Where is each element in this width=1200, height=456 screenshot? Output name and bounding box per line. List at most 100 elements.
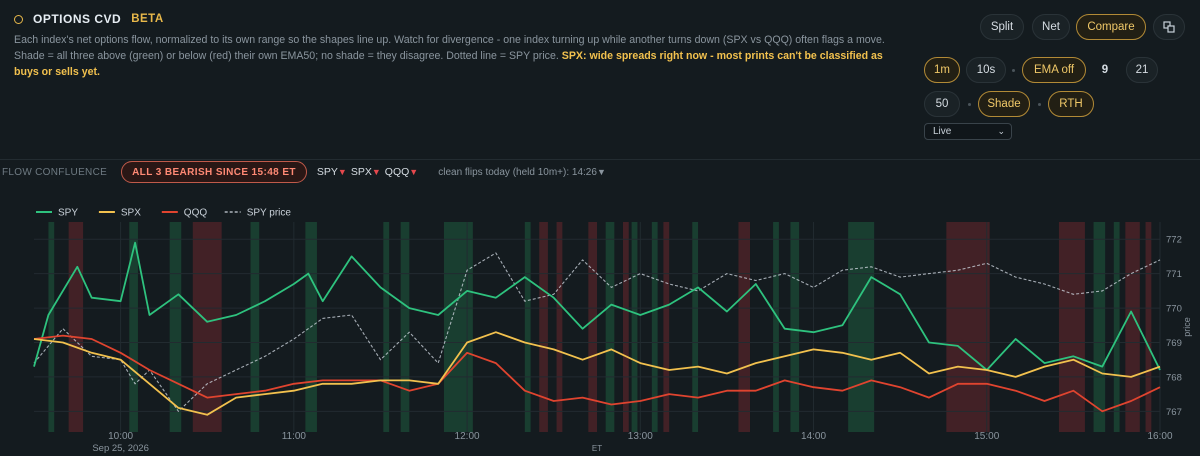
series-lines (33, 241, 1161, 416)
x-tick-label: 14:00 (801, 431, 826, 442)
shade-band-bull (524, 222, 531, 432)
clean-flips-text: clean flips today (held 10m+): 14:26 (438, 166, 597, 178)
clean-flips-dropdown[interactable]: clean flips today (held 10m+): 14:26▼ (438, 167, 606, 178)
shade-band-bull (48, 222, 55, 432)
series-line-spx (33, 331, 1161, 416)
interval-1m-button[interactable]: 1m (924, 57, 960, 83)
legend-label: SPY (58, 208, 78, 219)
panel-description: Each index's net options flow, normalize… (14, 32, 904, 80)
shade-band-bear (556, 222, 563, 432)
popout-icon (1163, 21, 1175, 33)
chart-legend: SPY SPX QQQ SPY price (36, 208, 291, 219)
shade-band-bull (1093, 222, 1106, 432)
shade-band-bear (1058, 222, 1085, 432)
legend-label: SPY price (247, 208, 292, 219)
shade-band-bear (539, 222, 548, 432)
ema-50-button[interactable]: 50 (924, 91, 960, 117)
ema-21-button[interactable]: 21 (1126, 57, 1158, 83)
down-arrow-icon: ▼ (409, 167, 419, 177)
shade-button[interactable]: Shade (978, 91, 1030, 117)
index-name: SPX (350, 166, 372, 178)
y-tick-label: 769 (1166, 338, 1182, 349)
y-tick-label: 772 (1166, 235, 1182, 246)
section-divider (0, 159, 1200, 160)
shade-bands (48, 222, 1152, 432)
split-button[interactable]: Split (980, 14, 1024, 40)
shade-band-bull (631, 222, 638, 432)
y-tick-label: 770 (1166, 304, 1182, 315)
shade-band-bear (663, 222, 670, 432)
shade-band-bull (383, 222, 390, 432)
shade-band-bear (192, 222, 222, 432)
compare-button[interactable]: Compare (1076, 14, 1146, 40)
shade-band-bull (129, 222, 138, 432)
shade-band-bull (1113, 222, 1120, 432)
x-date-label: Sep 25, 2026 (92, 443, 149, 454)
mode-select-value: Live (933, 126, 952, 137)
index-indicator-spy: SPY▼ (317, 166, 347, 178)
confluence-status-badge[interactable]: ALL 3 BEARISH SINCE 15:48 ET (121, 161, 307, 183)
x-tick-label: 15:00 (974, 431, 999, 442)
index-name: QQQ (384, 166, 410, 178)
y-tick-label: 767 (1166, 407, 1182, 418)
caret-down-icon: ▼ (596, 166, 606, 177)
net-button[interactable]: Net (1032, 14, 1070, 40)
panel-header: OPTIONS CVD BETA (14, 12, 164, 26)
shade-band-bull (848, 222, 875, 432)
ema-9-button[interactable]: 9 (1101, 64, 1109, 76)
separator-dot (1012, 69, 1015, 72)
shade-band-bear (1145, 222, 1152, 432)
shade-band-bull (790, 222, 800, 432)
ema-toggle-button[interactable]: EMA off (1022, 57, 1086, 83)
series-line-spy-price (33, 252, 1161, 412)
index-indicator-spx: SPX▼ (351, 166, 381, 178)
shade-band-bull (692, 222, 699, 432)
rth-button[interactable]: RTH (1048, 91, 1094, 117)
y-axis: 767 768 769 770 771 772 price (1166, 235, 1192, 418)
legend-label: QQQ (184, 208, 208, 219)
shade-band-bull (443, 222, 473, 432)
index-indicator-qqq: QQQ▼ (385, 166, 418, 178)
separator-dot (1038, 103, 1041, 106)
status-dot-icon (14, 14, 23, 24)
y-tick-label: 771 (1166, 269, 1182, 280)
x-tick-label: 13:00 (628, 431, 653, 442)
beta-badge: BETA (131, 13, 164, 25)
grid-lines (34, 222, 1161, 432)
x-tick-label: 16:00 (1147, 431, 1172, 442)
x-tick-label: 12:00 (455, 431, 480, 442)
shade-band-bear (588, 222, 597, 432)
legend-label: SPX (121, 208, 141, 219)
shade-band-bull (773, 222, 779, 432)
chevron-down-icon: ⌄ (997, 126, 1005, 136)
flow-confluence-bar: FLOW CONFLUENCE ALL 3 BEARISH SINCE 15:4… (0, 161, 606, 183)
shade-band-bull (605, 222, 615, 432)
separator-dot (968, 103, 971, 106)
cvd-chart[interactable]: SPY SPX QQQ SPY price 767 768 769 770 771 772 pri… (0, 196, 1200, 456)
panel-title: OPTIONS CVD (33, 12, 122, 26)
x-tick-label: 11:00 (282, 431, 307, 442)
mode-select[interactable]: Live ⌄ (924, 123, 1012, 140)
x-axis: 10:00 11:00 12:00 13:00 14:00 15:00 16:00 Sep 2… (92, 431, 1173, 454)
spx-warning: SPX: wide spreads right now - most print… (14, 50, 883, 78)
shade-band-bear (622, 222, 629, 432)
y-axis-label: price (1182, 317, 1192, 337)
series-line-spy (33, 241, 1161, 371)
confluence-label: FLOW CONFLUENCE (2, 166, 108, 178)
shade-band-bull (651, 222, 658, 432)
series-line-qqq (33, 334, 1161, 413)
shade-band-bear (946, 222, 990, 432)
interval-10s-button[interactable]: 10s (966, 57, 1006, 83)
down-arrow-icon: ▼ (337, 167, 347, 177)
shade-band-bull (169, 222, 182, 432)
popout-button[interactable] (1153, 14, 1185, 40)
x-axis-label: ET (592, 444, 602, 453)
down-arrow-icon: ▼ (371, 167, 381, 177)
description-text: Each index's net options flow, normalize… (14, 34, 885, 62)
index-name: SPY (316, 166, 338, 178)
shade-band-bear (738, 222, 751, 432)
shade-band-bull (400, 222, 410, 432)
shade-band-bear (68, 222, 84, 432)
shade-band-bull (250, 222, 260, 432)
